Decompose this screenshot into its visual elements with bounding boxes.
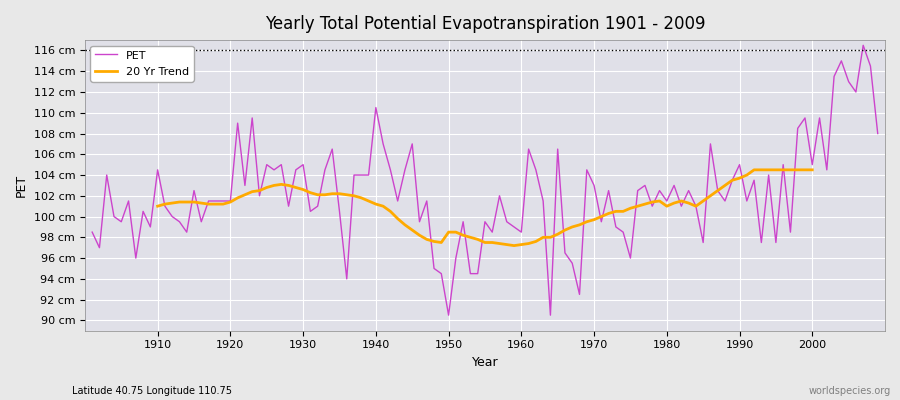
PET (523, 147, 534, 152)
20 Yr Trend (516, 242, 526, 247)
Legend: PET, 20 Yr Trend: PET, 20 Yr Trend (91, 46, 194, 82)
PET (145, 224, 156, 229)
20 Yr Trend (603, 211, 614, 216)
Line: PET: PET (92, 45, 878, 315)
Text: Latitude 40.75 Longitude 110.75: Latitude 40.75 Longitude 110.75 (72, 386, 232, 396)
PET (443, 313, 454, 318)
Line: 20 Yr Trend: 20 Yr Trend (158, 170, 813, 246)
PET (872, 131, 883, 136)
PET (305, 209, 316, 214)
20 Yr Trend (508, 243, 519, 248)
Title: Yearly Total Potential Evapotranspiration 1901 - 2009: Yearly Total Potential Evapotranspiratio… (265, 15, 706, 33)
PET (610, 224, 621, 229)
PET (858, 43, 868, 48)
PET (348, 173, 359, 178)
PET (516, 230, 526, 234)
Text: worldspecies.org: worldspecies.org (809, 386, 891, 396)
X-axis label: Year: Year (472, 356, 499, 369)
20 Yr Trend (305, 190, 316, 195)
20 Yr Trend (348, 193, 359, 198)
PET (86, 230, 97, 234)
Y-axis label: PET: PET (15, 174, 28, 197)
